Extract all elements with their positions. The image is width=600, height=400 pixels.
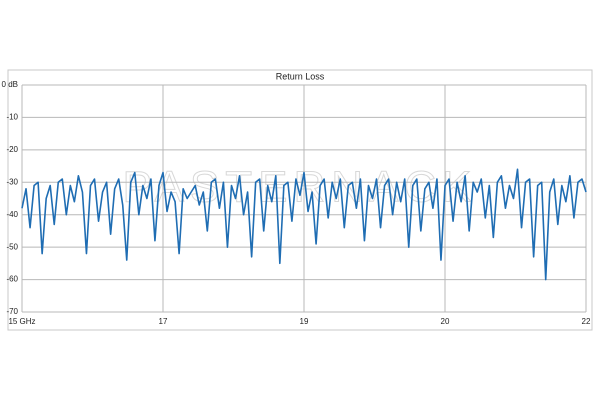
y-tick-label: 0 dB: [2, 80, 18, 89]
data-line: [21, 168, 587, 281]
y-tick-label: -60: [6, 275, 18, 284]
chart-frame: [7, 69, 593, 331]
x-tick-label: 20: [441, 317, 450, 326]
x-tick-label: 19: [300, 317, 309, 326]
y-tick-label: -50: [6, 242, 18, 251]
y-tick-label: -30: [6, 177, 18, 186]
x-tick-label: 15 GHz: [8, 317, 35, 326]
y-tick-label: -70: [6, 307, 18, 316]
chart-title: Return Loss: [276, 71, 325, 81]
x-tick-label: 17: [159, 317, 168, 326]
y-tick-label: -20: [6, 145, 18, 154]
y-tick-label: -10: [6, 113, 18, 122]
x-tick-label: 22: [582, 317, 591, 326]
y-tick-label: -40: [6, 210, 18, 219]
watermark: PASTERNACK: [122, 163, 477, 212]
